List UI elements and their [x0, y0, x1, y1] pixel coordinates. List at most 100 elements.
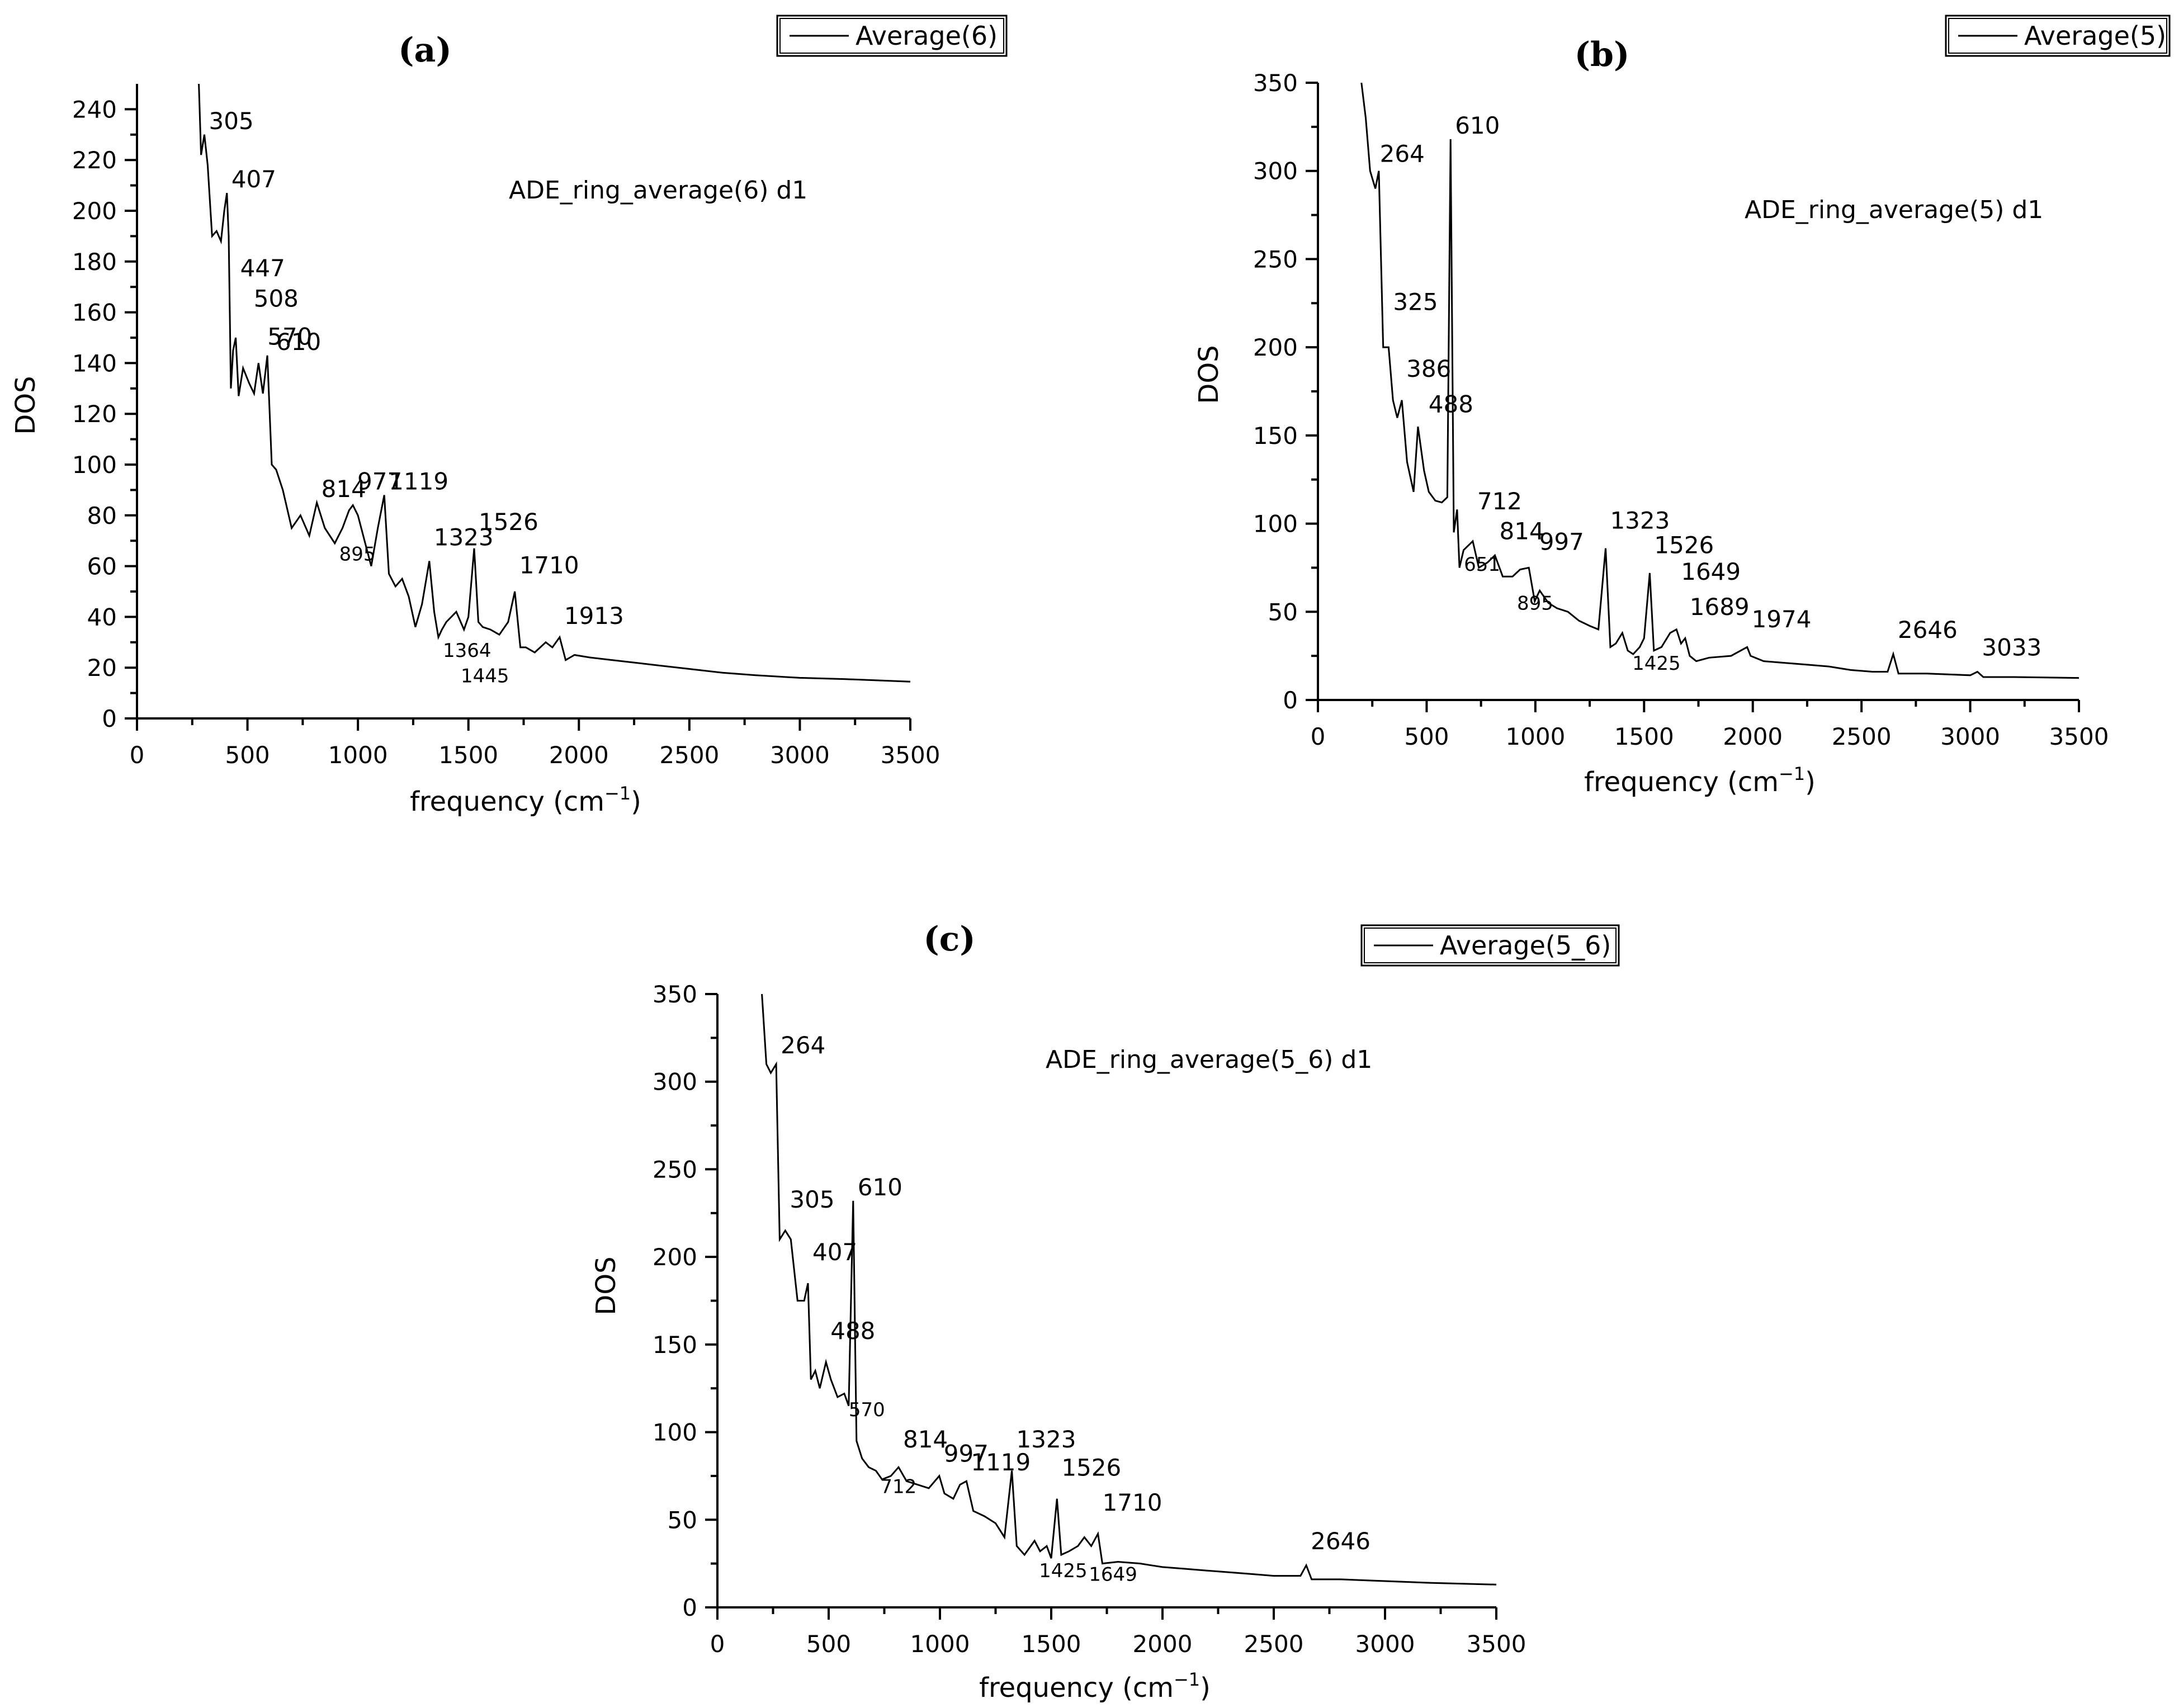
x-axis-title-sup: −1 — [604, 783, 631, 804]
x-axis-title-sup: −1 — [1174, 1669, 1200, 1690]
y-tick-label: 250 — [1253, 245, 1298, 273]
panel-label: (a) — [398, 31, 452, 70]
panel-label: (b) — [1575, 35, 1630, 74]
peak-label: 1323 — [1610, 507, 1670, 534]
legend-label: Average(6) — [856, 21, 998, 51]
peak-label: 814 — [322, 475, 366, 503]
peak-label: 570 — [849, 1399, 885, 1421]
peak-label: 1445 — [461, 665, 509, 688]
legend: Average(5) — [1945, 15, 2171, 57]
x-tick-label: 500 — [806, 1630, 851, 1658]
peak-label: 1364 — [443, 640, 491, 662]
x-tick-label: 3000 — [1355, 1630, 1415, 1658]
x-tick-label: 1000 — [910, 1630, 970, 1658]
y-tick-label: 140 — [72, 349, 117, 377]
y-tick-label: 350 — [1253, 69, 1298, 97]
peak-label: 1689 — [1690, 593, 1750, 621]
x-axis-title: frequency (cm−1) — [979, 1669, 1211, 1704]
y-tick-label: 200 — [653, 1243, 697, 1271]
peak-label: 814 — [1500, 517, 1544, 545]
x-tick-label: 500 — [225, 741, 270, 769]
x-axis-title-sup: −1 — [1779, 763, 1805, 784]
y-tick-label: 100 — [1253, 510, 1298, 538]
y-tick-label: 0 — [1283, 687, 1298, 714]
series-line-a — [198, 83, 911, 683]
y-tick-label: 350 — [653, 981, 697, 1008]
x-tick-label: 1000 — [328, 741, 388, 769]
x-tick-label: 500 — [1404, 723, 1449, 750]
y-tick-label: 200 — [72, 197, 117, 225]
peak-label: 895 — [1517, 593, 1553, 615]
y-tick-label: 150 — [653, 1331, 697, 1359]
x-tick-label: 3500 — [1467, 1630, 1526, 1658]
y-tick-label: 0 — [102, 705, 117, 732]
peak-label: 1119 — [971, 1449, 1031, 1476]
y-tick-label: 80 — [87, 502, 117, 529]
peak-label: 1323 — [434, 523, 494, 551]
peak-label: 610 — [276, 328, 321, 356]
y-tick-label: 0 — [682, 1594, 697, 1621]
panel-label: (c) — [923, 920, 975, 959]
y-axis-title: DOS — [590, 1256, 622, 1315]
peak-label: 610 — [1455, 112, 1500, 139]
peak-label: 2646 — [1898, 616, 1958, 644]
legend: Average(5_6) — [1360, 924, 1620, 967]
chart-annotation: ADE_ring_average(5) d1 — [1745, 196, 2043, 224]
x-tick-label: 3000 — [1940, 723, 2000, 750]
y-tick-label: 20 — [87, 654, 117, 682]
legend-box-inner — [1364, 928, 1617, 963]
chart-annotation: ADE_ring_average(6) d1 — [509, 176, 807, 205]
y-tick-label: 240 — [72, 96, 117, 123]
legend: Average(6) — [776, 15, 1008, 57]
legend-label: Average(5) — [2024, 21, 2166, 51]
peak-label: 610 — [858, 1174, 902, 1201]
peak-label: 997 — [1539, 528, 1584, 555]
x-axis-title-main: frequency (cm — [979, 1672, 1174, 1704]
peak-label: 1649 — [1681, 558, 1741, 585]
chart-panel-a: 0 500 1000 1500 2000 2500 3000 3500 0 20 40 60 80 100… — [10, 15, 1008, 817]
y-tick-label: 220 — [72, 146, 117, 174]
y-axis-title: DOS — [1193, 345, 1225, 404]
x-tick-label: 1500 — [1022, 1630, 1081, 1658]
peak-label: 1974 — [1752, 605, 1812, 633]
series-line-c — [761, 993, 1497, 1586]
peak-label: 447 — [240, 254, 285, 282]
peak-label: 977 — [357, 467, 402, 495]
y-tick-label: 200 — [1253, 334, 1298, 361]
x-axis-title-tail: ) — [631, 786, 641, 817]
y-tick-label: 100 — [72, 451, 117, 479]
x-tick-label: 2000 — [1133, 1630, 1193, 1658]
y-axis-title: DOS — [10, 376, 41, 434]
peak-label: 305 — [790, 1186, 834, 1213]
peak-label: 651 — [1464, 553, 1500, 576]
chart-panel-b: 0 500 1000 1500 2000 2500 3000 3500 0 50 100 150 200… — [1193, 15, 2171, 798]
y-tick-label: 50 — [668, 1506, 697, 1534]
x-tick-label: 3500 — [881, 741, 941, 769]
x-axis-title: frequency (cm−1) — [1584, 763, 1816, 798]
peak-label: 997 — [944, 1440, 989, 1467]
peak-label: 1323 — [1017, 1426, 1076, 1453]
chart-panel-c: 0 500 1000 1500 2000 2500 3000 3500 0 50 100 150 200… — [590, 920, 1620, 1704]
x-tick-label: 2500 — [659, 741, 719, 769]
x-tick-label: 0 — [1311, 723, 1326, 750]
y-tick-label: 180 — [72, 248, 117, 276]
x-tick-label: 2500 — [1244, 1630, 1304, 1658]
y-tick-label: 60 — [87, 553, 117, 580]
peak-label: 1913 — [564, 602, 624, 630]
x-tick-label: 2000 — [1723, 723, 1783, 750]
y-tick-label: 100 — [653, 1419, 697, 1446]
peak-label: 508 — [254, 285, 299, 313]
x-tick-label: 1500 — [438, 741, 498, 769]
peak-label: 570 — [267, 323, 312, 351]
y-tick-label: 300 — [653, 1068, 697, 1096]
y-tick-label: 300 — [1253, 158, 1298, 185]
x-tick-label: 1000 — [1505, 723, 1565, 750]
peak-label: 1526 — [1061, 1454, 1121, 1481]
peak-label: 1526 — [1654, 532, 1714, 559]
peak-label: 1425 — [1039, 1560, 1088, 1582]
x-tick-label: 3500 — [2049, 723, 2109, 750]
peak-label: 712 — [880, 1476, 916, 1498]
peak-label: 895 — [339, 543, 376, 566]
peak-label: 2646 — [1311, 1527, 1370, 1555]
peak-label: 3033 — [1982, 634, 2041, 661]
